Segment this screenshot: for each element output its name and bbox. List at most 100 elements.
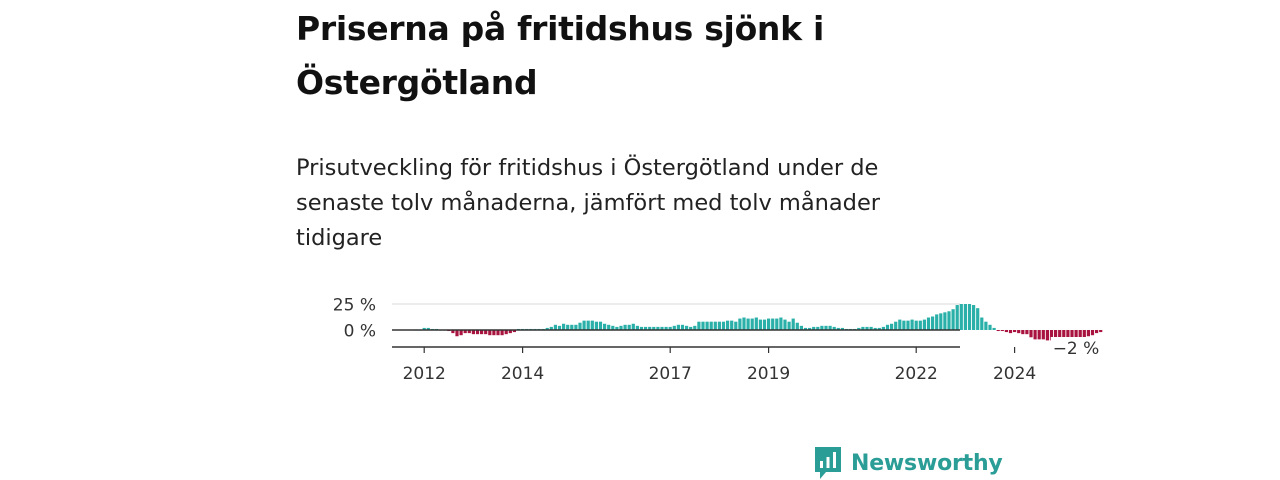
bar bbox=[488, 330, 492, 336]
x-tick-label: 2012 bbox=[403, 364, 446, 384]
x-tick-label: 2017 bbox=[649, 364, 692, 384]
bar bbox=[795, 322, 799, 330]
bar bbox=[668, 326, 672, 330]
bar bbox=[1029, 330, 1033, 338]
x-tick-label: 2024 bbox=[993, 364, 1036, 384]
bar bbox=[1041, 330, 1045, 340]
bar bbox=[496, 330, 500, 336]
bar bbox=[726, 320, 730, 330]
bar bbox=[1049, 330, 1054, 341]
bar bbox=[607, 324, 611, 330]
bar bbox=[562, 323, 566, 330]
bar bbox=[492, 330, 496, 336]
bar bbox=[926, 317, 931, 330]
chart-subtitle: Prisutveckling för fritidshus i Östergöt… bbox=[296, 155, 881, 251]
bar bbox=[549, 326, 553, 330]
bar bbox=[890, 323, 894, 330]
bar bbox=[750, 318, 754, 330]
bar bbox=[1004, 330, 1008, 333]
bar bbox=[984, 321, 988, 330]
bar bbox=[902, 320, 906, 330]
bar bbox=[1082, 330, 1086, 338]
bar bbox=[627, 324, 631, 330]
bar bbox=[685, 325, 689, 330]
bar bbox=[976, 308, 980, 330]
x-tick-label: 2014 bbox=[501, 364, 544, 384]
newsworthy-brand[interactable]: Newsworthy bbox=[814, 446, 1003, 480]
bar bbox=[656, 326, 660, 330]
bar bbox=[422, 327, 426, 330]
bar bbox=[1099, 330, 1103, 333]
bar bbox=[590, 320, 594, 330]
bar bbox=[988, 324, 992, 330]
bar bbox=[615, 326, 619, 330]
bar bbox=[451, 330, 455, 334]
bar bbox=[426, 327, 430, 330]
bar bbox=[713, 321, 717, 330]
bar bbox=[828, 325, 832, 330]
bar bbox=[943, 312, 947, 330]
bar bbox=[594, 321, 598, 330]
bar bbox=[1086, 330, 1090, 337]
bar bbox=[1070, 330, 1074, 343]
bar bbox=[910, 319, 914, 330]
bar bbox=[894, 321, 898, 330]
bar bbox=[799, 325, 803, 330]
bar bbox=[914, 320, 918, 330]
bar bbox=[586, 320, 590, 330]
bar bbox=[951, 309, 955, 330]
y-tick-label: 25 % bbox=[333, 296, 376, 316]
bar bbox=[857, 327, 861, 330]
bar bbox=[881, 326, 885, 330]
bar bbox=[1033, 330, 1037, 340]
bar bbox=[1058, 330, 1062, 343]
brand-name: Newsworthy bbox=[851, 450, 1003, 476]
bar bbox=[512, 330, 516, 333]
bar bbox=[931, 316, 935, 330]
bar bbox=[808, 327, 812, 330]
bar bbox=[553, 324, 557, 330]
bar bbox=[1045, 330, 1049, 341]
bar bbox=[906, 320, 910, 330]
x-tick-label: 2019 bbox=[747, 364, 790, 384]
bar bbox=[680, 324, 685, 330]
bar bbox=[754, 317, 758, 330]
chart-title: Priserna på fritidshus sjönk i Östergötl… bbox=[296, 9, 824, 102]
bar bbox=[742, 317, 746, 330]
bar bbox=[758, 319, 762, 330]
bar bbox=[996, 330, 1000, 332]
bar bbox=[967, 304, 972, 330]
bar bbox=[1054, 330, 1058, 342]
bar bbox=[566, 324, 570, 330]
bar bbox=[1013, 330, 1017, 333]
bar bbox=[455, 330, 459, 337]
bar bbox=[746, 318, 750, 330]
bar bbox=[861, 326, 865, 330]
bar bbox=[484, 330, 488, 335]
bar bbox=[824, 325, 828, 330]
bar bbox=[664, 326, 668, 330]
bar bbox=[730, 320, 734, 330]
bar bbox=[787, 321, 791, 330]
bar bbox=[500, 330, 504, 336]
bar bbox=[873, 327, 877, 330]
bar bbox=[619, 325, 623, 330]
bar bbox=[767, 318, 771, 330]
bar bbox=[816, 326, 820, 330]
bar bbox=[1062, 330, 1066, 344]
bar bbox=[865, 326, 869, 330]
bar bbox=[463, 330, 467, 334]
bar bbox=[648, 326, 652, 330]
bar bbox=[672, 325, 676, 330]
bar bbox=[574, 324, 578, 330]
bar bbox=[709, 321, 713, 330]
bar bbox=[644, 326, 648, 330]
bar bbox=[734, 321, 738, 330]
bar bbox=[504, 330, 508, 335]
bar bbox=[623, 324, 627, 330]
bar bbox=[947, 311, 951, 330]
bar bbox=[697, 321, 701, 330]
bar bbox=[611, 325, 615, 330]
bar bbox=[717, 321, 721, 330]
bar bbox=[1078, 330, 1082, 339]
